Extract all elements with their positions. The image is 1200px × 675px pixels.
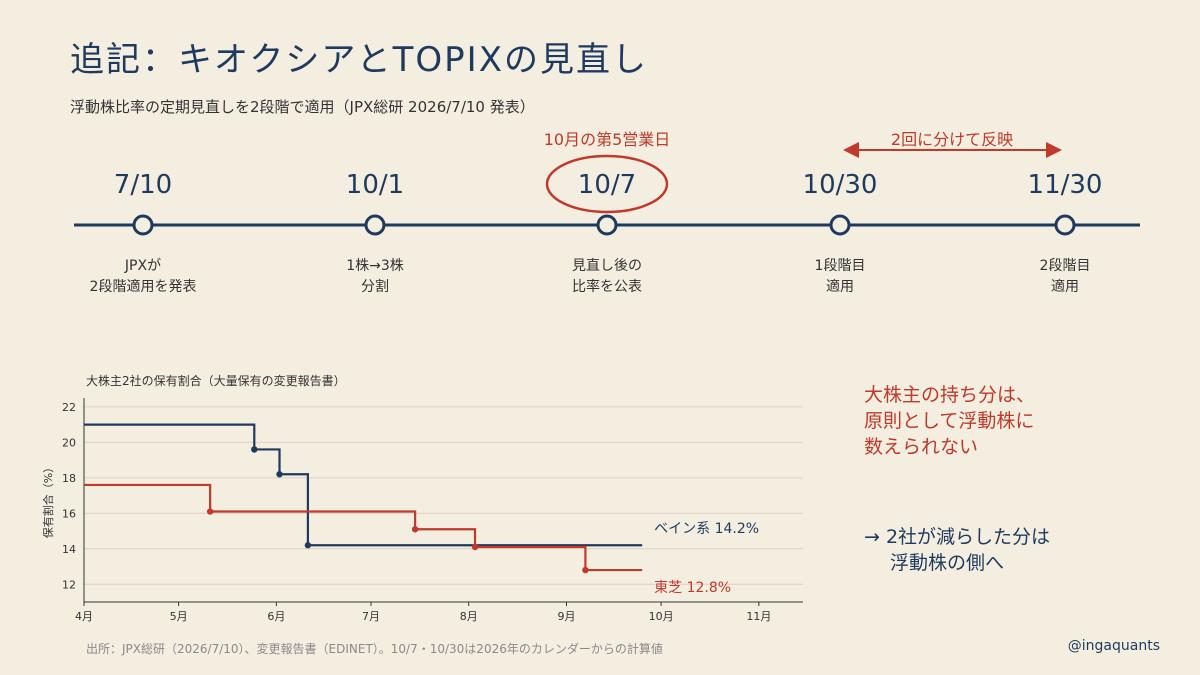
y-tick-label: 12: [62, 578, 76, 591]
chart-title: 大株主2社の保有割合（大量保有の変更報告書）: [86, 374, 346, 388]
y-tick-label: 20: [62, 436, 76, 449]
data-point: [206, 508, 214, 515]
x-tick-label: 10月: [649, 610, 674, 623]
note-line: 数えられない: [864, 436, 979, 458]
x-tick-label: 8月: [460, 610, 478, 623]
desc-line: 2段階目: [1039, 258, 1091, 274]
x-tick-label: 5月: [170, 610, 188, 623]
x-tick-label: 4月: [75, 610, 93, 623]
timeline-desc: 2段階目適用: [985, 256, 1145, 298]
step-chart: 12 14 16 18 20 22 4月 5月 6月 7月 8月 9月 10月 11月 保有割合（%） ベイン…: [41, 398, 803, 623]
desc-line: 1段階目: [814, 258, 866, 274]
note-line: 浮動株の側へ: [890, 552, 1005, 574]
desc-line: 適用: [826, 279, 854, 295]
timeline-desc: 1株→3株分割: [295, 256, 455, 298]
timeline-desc: JPXが 2段階適用を発表: [63, 256, 223, 298]
desc-line: 見直し後の: [572, 258, 642, 274]
note-line: → 2社が減らした分は: [864, 526, 1051, 548]
note-line: 大株主の持ち分は、: [864, 384, 1036, 406]
page-subtitle: 浮動株比率の定期見直しを2段階で適用（JPX総研 2026/7/10 発表）: [70, 98, 535, 116]
y-axis-label: 保有割合（%）: [41, 462, 55, 538]
timeline-desc: 1段階目適用: [760, 256, 920, 298]
timeline-desc: 見直し後の比率を公表: [527, 256, 687, 298]
data-point: [582, 566, 589, 574]
series-end-label: ベイン系 14.2%: [654, 521, 759, 537]
x-tick-label: 6月: [267, 610, 285, 623]
timeline-node: [829, 214, 851, 236]
timeline-node: [364, 214, 386, 236]
timeline-node: [1054, 214, 1076, 236]
desc-line: 適用: [1051, 279, 1079, 295]
note-large-holders: 大株主の持ち分は、 原則として浮動株に 数えられない: [864, 382, 1035, 460]
data-point: [251, 446, 258, 453]
series-line: [84, 483, 643, 572]
note-line: 原則として浮動株に: [864, 410, 1035, 432]
timeline-node: [596, 214, 618, 236]
timeline-date: 10/1: [345, 170, 405, 200]
timeline-date: 7/10: [113, 170, 173, 200]
highlight-label: 10月の第5営業日: [543, 130, 671, 149]
data-point: [471, 543, 479, 551]
desc-line: 2段階適用を発表: [89, 279, 197, 295]
timeline-node: [132, 214, 154, 236]
range-label: 2回に分けて反映: [890, 130, 1014, 149]
y-tick-label: 22: [62, 401, 76, 414]
data-point: [276, 471, 283, 478]
data-point: [411, 526, 419, 533]
timeline-graphic: [74, 142, 1140, 236]
timeline-date: 10/30: [802, 170, 878, 200]
y-tick-label: 16: [62, 507, 76, 520]
x-tick-label: 11月: [746, 610, 771, 623]
page-title: 追記：キオクシアとTOPIXの見直し: [70, 40, 648, 80]
x-tick-label: 9月: [557, 610, 575, 623]
note-float: → 2社が減らした分は 浮動株の側へ: [864, 524, 1050, 576]
y-tick-label: 18: [62, 472, 76, 485]
author-handle: @ingaquants: [1067, 638, 1160, 654]
series-end-label: 東芝 12.8%: [654, 580, 731, 596]
x-tick-label: 7月: [362, 610, 380, 623]
highlight-ellipse: [545, 154, 669, 214]
timeline-date: 10/7: [577, 170, 637, 200]
desc-line: JPXが: [124, 258, 162, 274]
timeline-date: 11/30: [1027, 170, 1103, 200]
y-tick-label: 14: [62, 543, 76, 556]
desc-line: 分割: [361, 279, 389, 295]
data-point: [304, 542, 312, 549]
desc-line: 1株→3株: [346, 258, 404, 274]
desc-line: 比率を公表: [572, 279, 642, 295]
source-note: 出所：JPX総研（2026/7/10）、変更報告書（EDINET）。10/7・1…: [86, 642, 663, 656]
series-line: [84, 423, 643, 547]
